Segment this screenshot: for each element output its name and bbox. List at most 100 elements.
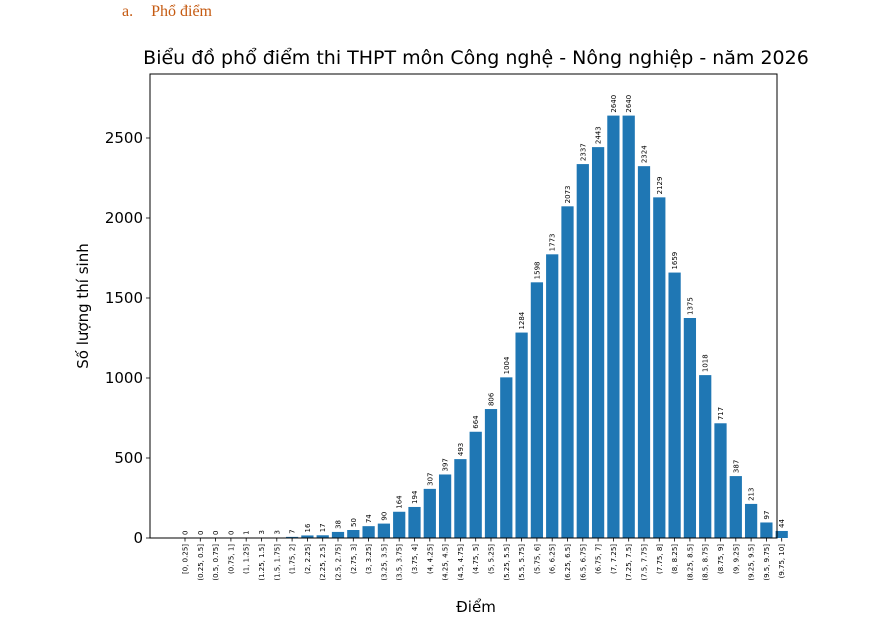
bar [637, 166, 651, 538]
bar [454, 459, 467, 538]
x-tick-label: (1.5, 1.75] [273, 544, 281, 581]
bar [561, 206, 574, 538]
bar [729, 476, 742, 538]
data-label: 1773 [549, 233, 557, 251]
y-tick-label: 2000 [105, 209, 143, 227]
bar [515, 332, 528, 538]
data-label: 74 [365, 514, 373, 523]
data-label: 194 [411, 490, 419, 504]
data-label: 664 [472, 415, 480, 429]
x-tick-label: (4.5, 4.75] [457, 544, 465, 581]
data-label: 493 [457, 443, 465, 456]
bar [683, 318, 697, 538]
x-tick-label: (5, 5.25] [488, 544, 496, 574]
data-label: 0 [197, 531, 205, 535]
bar [653, 197, 666, 539]
x-tick-label: (5.25, 5.5] [503, 544, 511, 581]
data-label: 0 [227, 531, 235, 535]
x-tick-label: (1.75, 2] [289, 544, 297, 574]
data-label: 90 [380, 512, 388, 521]
data-label: 1018 [702, 354, 710, 372]
data-label: 1375 [686, 297, 694, 315]
y-tick-label: 1000 [105, 369, 143, 387]
bar [591, 147, 605, 538]
data-label: 50 [350, 518, 358, 527]
bar [668, 272, 681, 538]
x-tick-label: (8, 8.25] [671, 544, 679, 574]
x-tick-label: (8.25, 8.5] [686, 544, 694, 581]
bar [469, 431, 482, 538]
bar [500, 377, 513, 538]
y-tick-label: 500 [114, 449, 143, 467]
x-tick-label: (1.25, 1.5] [258, 544, 266, 581]
bar [438, 474, 452, 538]
section-heading-text: Phổ điểm [151, 3, 212, 20]
data-label: 0 [182, 531, 190, 535]
data-label: 17 [319, 523, 327, 532]
data-label: 2129 [656, 177, 664, 195]
bar [362, 526, 375, 538]
x-axis: [0, 0.25] (0.25, 0.5] (0.5, 0.75] (0.75, 1]… [182, 538, 786, 581]
bar [760, 522, 773, 538]
x-tick-label: (3.75, 4] [411, 544, 419, 574]
x-tick-label: (9.75, 10] [778, 544, 786, 579]
data-label: 2640 [625, 95, 633, 113]
data-label: 38 [335, 520, 343, 529]
data-label: 164 [396, 495, 404, 509]
x-tick-label: (7.5, 7.75] [641, 544, 649, 581]
data-label: 1598 [533, 261, 541, 279]
y-axis-label: Số lượng thí sinh [74, 243, 92, 368]
data-label: 2640 [610, 95, 618, 113]
data-label: 307 [426, 473, 434, 486]
x-tick-label: (5.5, 5.75] [518, 544, 526, 581]
x-tick-label: (8.75, 9] [717, 544, 725, 574]
data-label: 3 [273, 530, 281, 534]
bar [546, 254, 559, 538]
data-label: 717 [717, 407, 725, 420]
bar [301, 535, 314, 538]
x-tick-label: (2, 2.25] [304, 544, 312, 574]
bar [699, 375, 712, 538]
section-heading: a. Phổ điểm [122, 3, 212, 21]
plot-frame [149, 73, 778, 539]
x-tick-label: (2.25, 2.5] [319, 544, 327, 581]
x-tick-label: [0, 0.25] [182, 544, 190, 574]
data-labels-group: 0 0 0 0 1 3 3 7 16 17 38 50 74 90 164 194 307 397 493 664 80… [182, 95, 787, 535]
x-tick-label: (6.25, 6.5] [564, 544, 572, 581]
bar [377, 523, 391, 538]
chart-title: Biểu đồ phổ điểm thi THPT môn Công nghệ … [143, 47, 809, 69]
data-label: 1 [243, 530, 251, 534]
y-tick-label: 2500 [105, 129, 143, 147]
bar [423, 488, 436, 538]
bar [744, 503, 758, 538]
bar [393, 511, 406, 538]
x-tick-label: (9.5, 9.75] [763, 544, 771, 581]
x-tick-label: (6.5, 6.75] [579, 544, 587, 581]
x-tick-label: (7.25, 7.5] [625, 544, 633, 581]
bar [408, 506, 421, 538]
data-label: 1659 [671, 252, 679, 270]
x-tick-label: (4, 4.25] [426, 544, 434, 574]
bar [484, 409, 498, 538]
y-tick-label: 1500 [105, 289, 143, 307]
bars-group [240, 115, 788, 539]
data-label: 1284 [518, 311, 526, 329]
section-marker: a. [122, 3, 134, 20]
bar [347, 530, 360, 538]
data-label: 397 [442, 458, 450, 471]
data-label: 97 [763, 511, 771, 520]
x-tick-label: (7, 7.25] [610, 544, 618, 574]
x-tick-label: (5.75, 6] [533, 544, 541, 574]
bar [714, 423, 727, 538]
data-label: 2324 [641, 145, 649, 163]
bar [576, 164, 589, 538]
data-label: 16 [304, 523, 312, 532]
x-tick-label: (0.25, 0.5] [197, 544, 205, 581]
bar [775, 530, 788, 538]
y-axis: 0 500 1000 1500 2000 2500 [105, 129, 150, 547]
data-label: 387 [732, 460, 740, 473]
x-tick-label: (3, 3.25] [365, 544, 373, 574]
x-tick-label: (2.5, 2.75] [335, 544, 343, 581]
x-tick-label: (9.25, 9.5] [748, 544, 756, 581]
bar [530, 282, 544, 538]
